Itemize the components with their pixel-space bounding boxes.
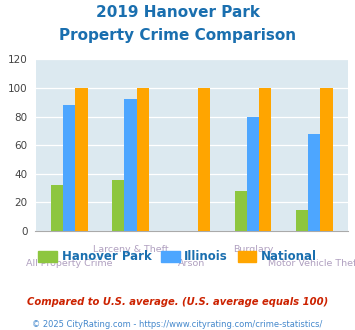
Text: Larceny & Theft: Larceny & Theft — [93, 245, 168, 254]
Text: © 2025 CityRating.com - https://www.cityrating.com/crime-statistics/: © 2025 CityRating.com - https://www.city… — [32, 320, 323, 329]
Text: Burglary: Burglary — [233, 245, 273, 254]
Text: 2019 Hanover Park: 2019 Hanover Park — [95, 5, 260, 20]
Text: Property Crime Comparison: Property Crime Comparison — [59, 28, 296, 43]
Bar — [296, 210, 308, 231]
Text: All Property Crime: All Property Crime — [26, 259, 113, 268]
Text: Motor Vehicle Theft: Motor Vehicle Theft — [268, 259, 355, 268]
Bar — [137, 88, 149, 231]
Bar — [235, 191, 247, 231]
Bar — [320, 88, 333, 231]
Bar — [63, 105, 75, 231]
Bar — [124, 99, 137, 231]
Legend: Hanover Park, Illinois, National: Hanover Park, Illinois, National — [33, 246, 322, 268]
Bar — [198, 88, 210, 231]
Bar — [75, 88, 88, 231]
Text: Arson: Arson — [178, 259, 205, 268]
Bar — [247, 116, 259, 231]
Bar — [308, 134, 320, 231]
Text: Compared to U.S. average. (U.S. average equals 100): Compared to U.S. average. (U.S. average … — [27, 297, 328, 307]
Bar — [51, 185, 63, 231]
Bar — [259, 88, 271, 231]
Bar — [112, 180, 124, 231]
